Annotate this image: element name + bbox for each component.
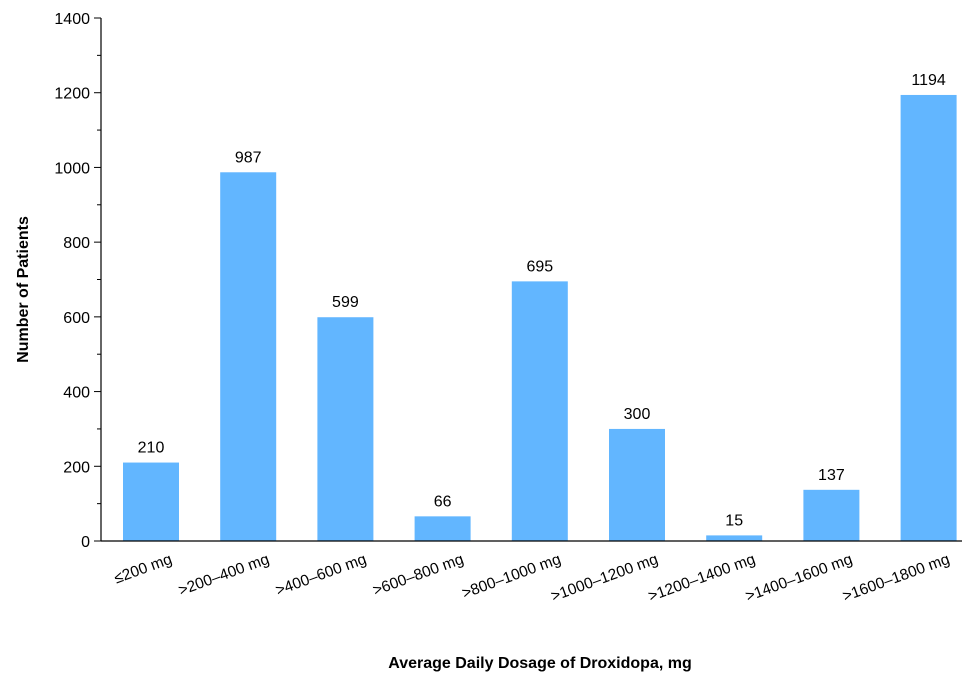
x-tick-label: >1600–1800 mg	[840, 551, 952, 605]
y-tick-label: 400	[63, 385, 90, 402]
bar-value-label: 210	[138, 440, 165, 457]
x-tick-label: >400–600 mg	[273, 551, 368, 600]
x-tick-label: >1000–1200 mg	[549, 551, 661, 605]
x-tick-label: >1400–1600 mg	[743, 551, 855, 605]
bar-value-label: 987	[235, 149, 262, 166]
bar-value-label: 66	[434, 493, 452, 510]
x-tick-label: ≤200 mg	[112, 551, 174, 588]
x-tick-label: >200–400 mg	[176, 551, 271, 600]
bar-value-label: 1194	[911, 72, 946, 89]
bar	[414, 516, 471, 541]
x-tick-label: >1200–1400 mg	[646, 551, 758, 605]
bar	[900, 94, 957, 541]
y-tick-label: 200	[63, 459, 90, 476]
bar-value-label: 15	[725, 512, 743, 529]
bars-layer	[123, 94, 957, 541]
x-ticks-layer: ≤200 mg >200–400 mg >400–600 mg >600–800 mg…	[112, 551, 952, 605]
y-tick-label: 0	[81, 534, 90, 551]
x-axis-title: Average Daily Dosage of Droxidopa, mg	[388, 655, 691, 672]
bar	[317, 317, 374, 541]
bar-value-label: 695	[526, 258, 553, 275]
bar	[803, 489, 860, 541]
bar	[123, 462, 179, 541]
bar-value-label: 599	[332, 294, 359, 311]
y-ticks-layer: 0 200 400 600 800 1000 1200 1400	[54, 11, 101, 551]
y-tick-label: 1400	[54, 11, 90, 28]
y-axis-title: Number of Patients	[15, 216, 32, 363]
y-tick-label: 1200	[54, 86, 90, 103]
bar	[609, 428, 665, 541]
bar	[706, 535, 763, 541]
bar	[511, 281, 568, 541]
x-tick-label: >800–1000 mg	[460, 551, 563, 602]
x-tick-label: >600–800 mg	[371, 551, 466, 600]
bar	[220, 172, 277, 541]
bar-value-label: 137	[818, 467, 845, 484]
data-labels-layer: 210 987 599 66 695 300 15 137 1194	[138, 72, 946, 529]
y-tick-label: 600	[63, 310, 90, 327]
y-tick-label: 800	[63, 235, 90, 252]
y-tick-label: 1000	[54, 160, 90, 177]
bar-value-label: 300	[624, 406, 651, 423]
